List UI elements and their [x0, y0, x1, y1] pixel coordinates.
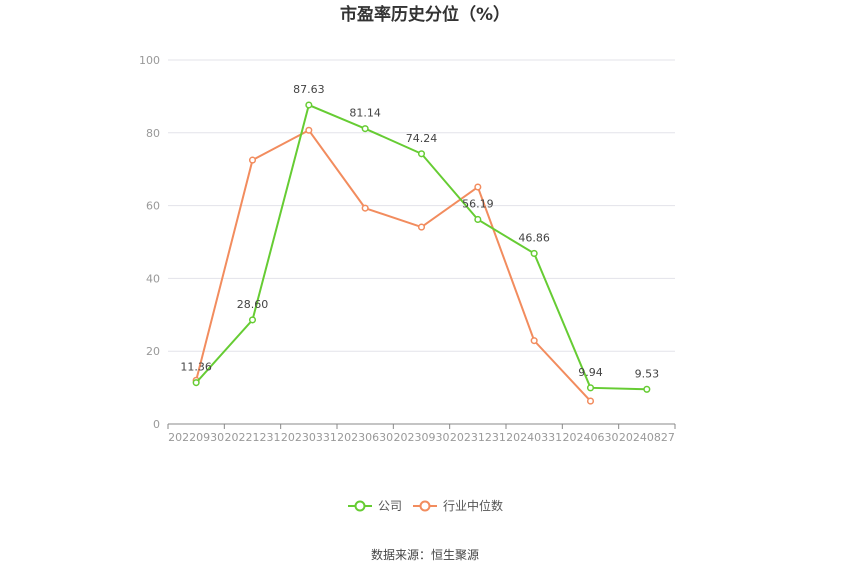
data-point — [248, 156, 257, 164]
data-point — [361, 204, 369, 212]
data-point — [643, 385, 651, 393]
x-tick-label: 20221231 — [225, 431, 281, 444]
data-point — [586, 384, 595, 392]
data-point — [417, 223, 426, 231]
data-label: 9.94 — [578, 366, 603, 379]
data-label: 81.14 — [349, 107, 381, 120]
data-point — [530, 337, 538, 345]
data-point — [305, 101, 313, 109]
y-tick-label: 80 — [146, 127, 160, 140]
data-source: 数据来源：恒生聚源 — [371, 547, 479, 562]
data-point — [417, 150, 426, 158]
data-label: 11.36 — [180, 361, 212, 374]
x-tick-label: 20240827 — [619, 431, 675, 444]
series-line — [195, 128, 592, 402]
data-point — [474, 183, 482, 191]
x-tick-label: 20230930 — [394, 431, 450, 444]
legend-swatch-marker — [419, 500, 431, 512]
y-axis-ticks: 0 20 40 60 80 100 — [139, 54, 160, 431]
y-tick-label: 40 — [146, 272, 160, 285]
y-tick-label: 60 — [146, 200, 160, 213]
x-tick-label: 20220930 — [168, 431, 224, 444]
series-layer — [192, 101, 651, 405]
legend-item[interactable]: 公司 — [348, 499, 402, 513]
data-label: 74.24 — [406, 132, 438, 145]
x-axis: 20220930 20221231 20230331 20230630 20230930… — [167, 423, 676, 444]
legend-item[interactable]: 行业中位数 — [413, 498, 503, 513]
data-point — [248, 316, 257, 324]
data-point — [586, 397, 595, 405]
series-line — [195, 103, 647, 391]
data-label: 87.63 — [293, 83, 325, 96]
legend-label: 公司 — [378, 499, 402, 513]
x-tick-label: 20231231 — [450, 431, 506, 444]
x-tick-label: 20240331 — [506, 431, 562, 444]
y-tick-label: 100 — [139, 54, 160, 67]
chart-title: 市盈率历史分位（%） — [340, 4, 510, 25]
legend-swatch-marker — [354, 500, 366, 512]
legend-label: 行业中位数 — [443, 498, 503, 513]
data-point — [474, 215, 482, 224]
data-point — [192, 379, 200, 387]
x-tick-label: 20240630 — [563, 431, 619, 444]
data-label: 9.53 — [635, 367, 660, 380]
data-label: 46.86 — [518, 231, 550, 244]
x-tick-label: 20230331 — [281, 431, 337, 444]
data-labels: 11.36 28.60 87.63 81.14 74.24 56.19 46.86 9.94 9… — [180, 83, 659, 380]
data-point — [305, 126, 313, 134]
data-point — [530, 249, 538, 257]
y-tick-label: 20 — [146, 345, 160, 358]
data-point — [361, 125, 369, 133]
y-tick-label: 0 — [153, 418, 160, 431]
legend[interactable]: 公司 行业中位数 — [348, 498, 503, 513]
data-label: 56.19 — [462, 197, 494, 210]
data-label: 28.60 — [237, 298, 269, 311]
x-tick-label: 20230630 — [337, 431, 393, 444]
